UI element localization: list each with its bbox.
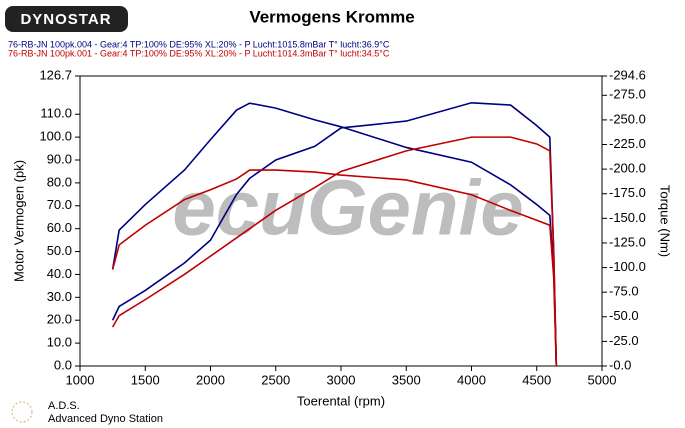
y-tick-label: 90.0	[47, 151, 72, 166]
y-tick-label: 0.0	[54, 357, 72, 372]
legend-entry: 76-RB-JN 100pk.004 - Gear:4 TP:100% DE:9…	[8, 39, 390, 49]
y-tick-label: 40.0	[47, 266, 72, 281]
y-tick-label: 30.0	[47, 289, 72, 304]
series-line	[111, 169, 558, 367]
y-tick-label: 100.0	[39, 129, 72, 144]
y-tick-label: 126.7	[39, 67, 72, 82]
x-tick-label: 3000	[327, 372, 356, 387]
y-tick-label: 60.0	[47, 220, 72, 235]
logo: DYNOSTAR	[20, 11, 111, 28]
x-tick-label: 5000	[588, 372, 617, 387]
y2-tick-label: -175.0	[609, 185, 646, 200]
y2-tick-label: -225.0	[609, 136, 646, 151]
logo-box	[5, 6, 128, 32]
y2-tick-label: -100.0	[609, 259, 646, 274]
y-tick-label: 10.0	[47, 335, 72, 350]
y2-tick-label: -75.0	[609, 284, 639, 299]
x-tick-label: 1000	[66, 372, 95, 387]
y-tick-label: 110.0	[40, 106, 72, 121]
y2-tick-label: -50.0	[609, 308, 639, 323]
y-tick-label: 70.0	[47, 197, 72, 212]
y-tick-label: 80.0	[47, 174, 72, 189]
y2-tick-label: -125.0	[609, 234, 646, 249]
y2-tick-label: -25.0	[609, 333, 639, 348]
legend-entry: 76-RB-JN 100pk.001 - Gear:4 TP:100% DE:9…	[8, 48, 390, 58]
footer-short: A.D.S.	[48, 400, 80, 412]
series-line	[111, 102, 558, 367]
y2-tick-label: -150.0	[609, 210, 646, 225]
x-axis-label: Toerental (rpm)	[297, 393, 385, 408]
y2-tick-label: -250.0	[609, 111, 646, 126]
x-tick-label: 1500	[131, 372, 160, 387]
y-tick-label: 50.0	[47, 243, 72, 258]
chart-title: Vermogens Kromme	[249, 7, 414, 26]
series-line	[111, 101, 558, 367]
ads-logo	[11, 401, 33, 423]
x-tick-label: 2500	[261, 372, 290, 387]
x-tick-label: 2000	[196, 372, 225, 387]
x-tick-label: 4500	[522, 372, 551, 387]
y2-tick-label: -0.0	[609, 357, 631, 372]
x-tick-label: 4000	[457, 372, 486, 387]
series-line	[111, 136, 558, 367]
footer-long: Advanced Dyno Station	[48, 413, 163, 425]
y-tick-label: 20.0	[47, 312, 72, 327]
y2-tick-label: -200.0	[609, 161, 646, 176]
y-axis-label: Motor Vermogen (pk)	[11, 160, 26, 282]
y2-tick-label: -294.6	[609, 67, 646, 82]
x-tick-label: 3500	[392, 372, 421, 387]
y2-tick-label: -275.0	[609, 87, 646, 102]
y2-axis-label: Torque (Nm)	[658, 185, 673, 257]
watermark: ecuGenie	[172, 164, 523, 252]
